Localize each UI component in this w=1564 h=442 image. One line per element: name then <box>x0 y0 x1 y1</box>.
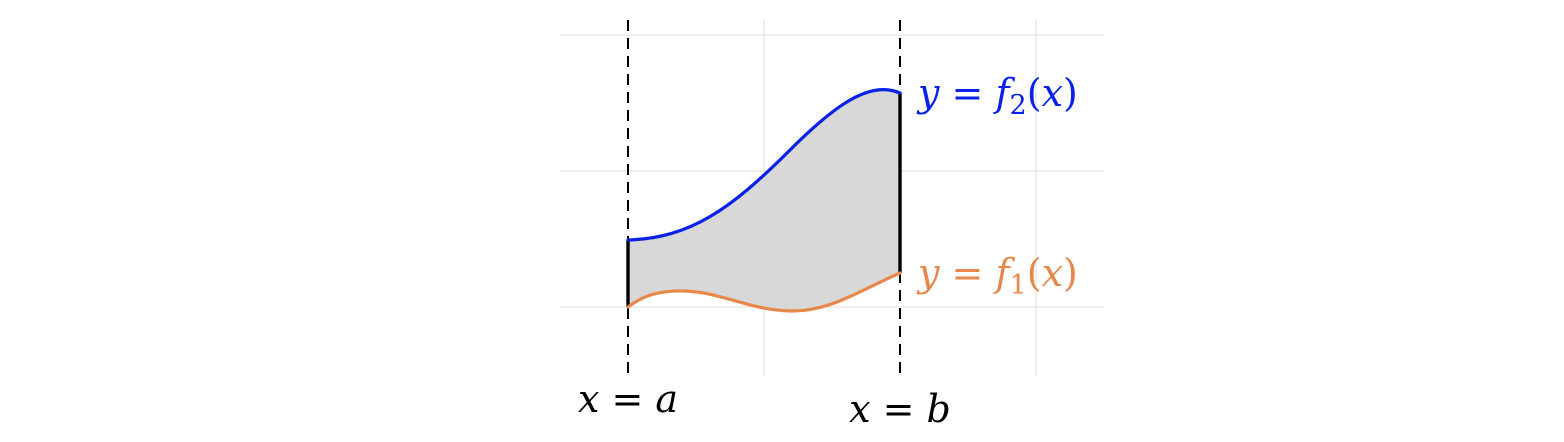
label-f1-y: y <box>916 251 940 295</box>
label-f1-equals: = <box>939 251 995 295</box>
label-y-equals-f2: y = f2(x) <box>916 71 1078 121</box>
label-f1-open-paren: ( <box>1027 251 1042 295</box>
label-a-x: x <box>578 377 599 421</box>
label-f1-x: x <box>1042 251 1063 295</box>
label-b-equals: = <box>871 387 927 431</box>
label-f2-subscript: 2 <box>1010 90 1027 121</box>
label-f2-close-paren: ) <box>1063 71 1078 115</box>
label-f2-open-paren: ( <box>1027 71 1042 115</box>
label-x-equals-b: x = b <box>849 387 951 431</box>
label-f2-y: y <box>916 71 940 115</box>
label-x-equals-a: x = a <box>578 377 678 421</box>
curve-f2 <box>626 87 902 242</box>
label-f2-equals: = <box>939 71 995 115</box>
label-a-value: a <box>655 377 678 421</box>
label-f1-close-paren: ) <box>1063 251 1078 295</box>
label-f1-subscript: 1 <box>1010 270 1027 301</box>
shaded-region <box>628 89 900 312</box>
label-b-x: x <box>849 387 870 431</box>
label-f2-x: x <box>1042 71 1063 115</box>
label-b-value: b <box>927 387 951 431</box>
label-y-equals-f1: y = f1(x) <box>916 251 1078 301</box>
background-grid <box>560 20 1104 376</box>
label-a-equals: = <box>599 377 655 421</box>
curve-f1 <box>626 271 902 313</box>
